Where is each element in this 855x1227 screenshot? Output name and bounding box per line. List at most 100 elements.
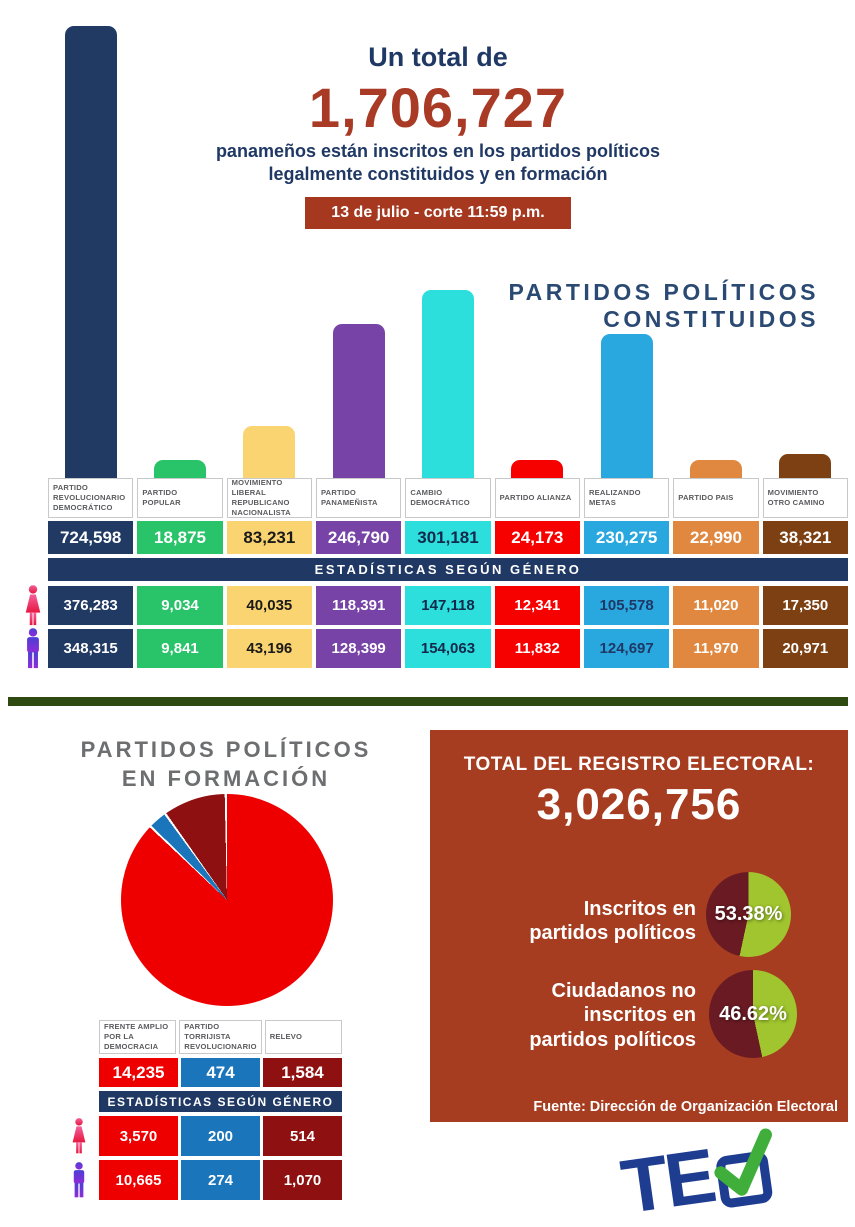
bar-slot-partido-alianza xyxy=(495,26,580,478)
party-female-partido-revolucionario-democratico: 376,283 xyxy=(48,586,134,625)
header-block: Un total de 1,706,727 panameños están in… xyxy=(118,42,758,230)
gender-stats-header: ESTADÍSTICAS SEGÚN GÉNERO xyxy=(48,558,848,581)
bar-partido-alianza xyxy=(511,460,564,478)
party-female-movimiento-liberal-republicano-nacionalista: 40,035 xyxy=(226,586,312,625)
party-female-partido-popular: 9,034 xyxy=(137,586,223,625)
party-label-partido-panamenista: PARTIDO PANAMEÑISTA xyxy=(315,478,402,518)
party-total-partido-revolucionario-democratico: 724,598 xyxy=(48,521,134,554)
party-male-movimiento-otro-camino: 20,971 xyxy=(762,629,848,668)
inscritos-pie-chart: 53.38% xyxy=(706,872,791,957)
formation-section-title: PARTIDOS POLÍTICOS EN FORMACIÓN xyxy=(40,736,412,793)
formation-title-line2: EN FORMACIÓN xyxy=(121,765,331,791)
formation-pie-chart xyxy=(121,794,333,1006)
party-female-realizando-metas: 105,578 xyxy=(583,586,670,625)
bar-slot-partido-pais xyxy=(673,26,758,478)
bar-slot-movimiento-otro-camino xyxy=(763,26,848,478)
registry-title: TOTAL DEL REGISTRO ELECTORAL: xyxy=(463,754,815,775)
formation-male-relevo: 1,070 xyxy=(263,1160,342,1200)
bars-row xyxy=(48,26,848,478)
source-credit: Fuente: Dirección de Organización Electo… xyxy=(533,1099,838,1115)
party-total-partido-popular: 18,875 xyxy=(137,521,223,554)
no-inscritos-pie-chart: 46.62% xyxy=(709,970,797,1058)
party-labels-row: PARTIDO REVOLUCIONARIO DEMOCRÁTICO PARTID… xyxy=(48,478,848,518)
formation-female-relevo: 514 xyxy=(263,1116,342,1156)
inscritos-label: Inscritos en partidos políticos xyxy=(529,898,696,945)
party-label-movimiento-otro-camino: MOVIMIENTO OTRO CAMINO xyxy=(762,478,848,518)
header-subtitle-line1: panameños están inscritos en los partido… xyxy=(215,141,661,161)
party-label-movimiento-liberal-republicano-nacionalista: MOVIMIENTO LIBERAL REPUBLICANO NACIONALI… xyxy=(226,478,312,518)
registry-panel: TOTAL DEL REGISTRO ELECTORAL: 3,026,756 … xyxy=(430,730,848,1122)
party-total-partido-pais: 22,990 xyxy=(673,521,759,554)
formation-female-values-row: 3,570 200 514 xyxy=(99,1116,342,1156)
bar-partido-popular xyxy=(153,460,206,478)
party-label-partido-popular: PARTIDO POPULAR xyxy=(137,478,223,518)
party-female-partido-pais: 11,020 xyxy=(673,586,759,625)
party-label-partido-revolucionario-democratico: PARTIDO REVOLUCIONARIO DEMOCRÁTICO xyxy=(48,478,134,518)
party-male-partido-panamenista: 128,399 xyxy=(315,629,402,668)
bar-slot-realizando-metas xyxy=(584,26,669,478)
party-total-movimiento-liberal-republicano-nacionalista: 83,231 xyxy=(226,521,312,554)
inscritos-percentage: 53.38% xyxy=(714,903,783,925)
party-label-cambio-democratico: CAMBIO DEMOCRÁTICO xyxy=(405,478,491,518)
formation-male-values-row: 10,665 274 1,070 xyxy=(99,1160,342,1200)
party-male-partido-revolucionario-democratico: 348,315 xyxy=(48,629,134,668)
no-inscritos-percentage: 46.62% xyxy=(719,1002,787,1025)
party-female-partido-panamenista: 118,391 xyxy=(315,586,402,625)
party-total-movimiento-otro-camino: 38,321 xyxy=(762,521,848,554)
male-icon xyxy=(27,628,39,669)
formation-total-relevo: 1,584 xyxy=(263,1058,342,1087)
bar-partido-pais xyxy=(689,460,742,478)
te-logo: TE xyxy=(616,1120,807,1227)
formation-labels-row: FRENTE AMPLIO POR LA DEMOCRACIA PARTIDO T… xyxy=(99,1020,342,1054)
party-totals-row: 724,598 18,875 83,231 246,790 301,181 24,173 2… xyxy=(48,521,848,554)
party-total-realizando-metas: 230,275 xyxy=(583,521,670,554)
formation-gender-stats-header: ESTADÍSTICAS SEGÚN GÉNERO xyxy=(99,1091,342,1112)
formation-female-partido-torrijista-revolucionario: 200 xyxy=(181,1116,260,1156)
date-banner: 13 de julio - corte 11:59 p.m. xyxy=(305,197,571,230)
registry-total-number: 3,026,756 xyxy=(536,780,742,829)
constituted-title-line1: PARTIDOS POLÍTICOS xyxy=(508,279,819,305)
formation-title-line1: PARTIDOS POLÍTICOS xyxy=(80,737,372,762)
party-total-cambio-democratico: 301,181 xyxy=(405,521,491,554)
formation-female-frente-amplio-por-la-democracia: 3,570 xyxy=(99,1116,178,1156)
formation-totals-row: 14,235 474 1,584 xyxy=(99,1058,342,1087)
bar-slot-partido-revolucionario-democratico xyxy=(48,26,133,478)
party-label-realizando-metas: REALIZANDO METAS xyxy=(583,478,670,518)
female-icon xyxy=(72,1118,86,1154)
party-total-partido-alianza: 24,173 xyxy=(494,521,580,554)
constituted-section-title: PARTIDOS POLÍTICOS CONSTITUIDOS xyxy=(509,279,819,333)
header-intro: Un total de xyxy=(368,42,508,72)
section-divider xyxy=(8,697,848,706)
party-label-partido-alianza: PARTIDO ALIANZA xyxy=(494,478,580,518)
formation-total-frente-amplio-por-la-democracia: 14,235 xyxy=(99,1058,178,1087)
formation-male-partido-torrijista-revolucionario: 274 xyxy=(181,1160,260,1200)
female-values-row: 376,283 9,034 40,035 118,391 147,118 12,341 10… xyxy=(48,586,848,625)
te-check-icon xyxy=(714,1128,772,1196)
party-female-cambio-democratico: 147,118 xyxy=(405,586,491,625)
bar-cambio-democratico xyxy=(421,290,474,478)
party-female-movimiento-otro-camino: 17,350 xyxy=(762,586,848,625)
no-inscritos-label: Ciudadanos no inscritos en partidos polí… xyxy=(529,980,696,1051)
bar-movimiento-liberal-republicano-nacionalista xyxy=(243,426,296,478)
bar-partido-panamenista xyxy=(332,324,385,478)
constituted-title-line2: CONSTITUIDOS xyxy=(603,306,819,333)
formation-male-frente-amplio-por-la-democracia: 10,665 xyxy=(99,1160,178,1200)
bar-realizando-metas xyxy=(600,334,653,478)
formation-label-frente-amplio-por-la-democracia: FRENTE AMPLIO POR LA DEMOCRACIA xyxy=(99,1020,177,1054)
male-icon xyxy=(73,1162,85,1198)
party-male-partido-popular: 9,841 xyxy=(137,629,223,668)
party-total-partido-panamenista: 246,790 xyxy=(315,521,402,554)
party-male-cambio-democratico: 154,063 xyxy=(405,629,491,668)
party-male-realizando-metas: 124,697 xyxy=(583,629,670,668)
party-label-partido-pais: PARTIDO PAIS xyxy=(673,478,759,518)
formation-label-relevo: RELEVO xyxy=(264,1020,342,1054)
party-female-partido-alianza: 12,341 xyxy=(494,586,580,625)
party-male-partido-pais: 11,970 xyxy=(673,629,759,668)
bar-movimiento-otro-camino xyxy=(779,454,832,478)
bar-slot-partido-panamenista xyxy=(316,26,401,478)
header-total-number: 1,706,727 xyxy=(308,76,568,139)
bar-slot-partido-popular xyxy=(137,26,222,478)
formation-total-partido-torrijista-revolucionario: 474 xyxy=(181,1058,260,1087)
party-male-movimiento-liberal-republicano-nacionalista: 43,196 xyxy=(226,629,312,668)
